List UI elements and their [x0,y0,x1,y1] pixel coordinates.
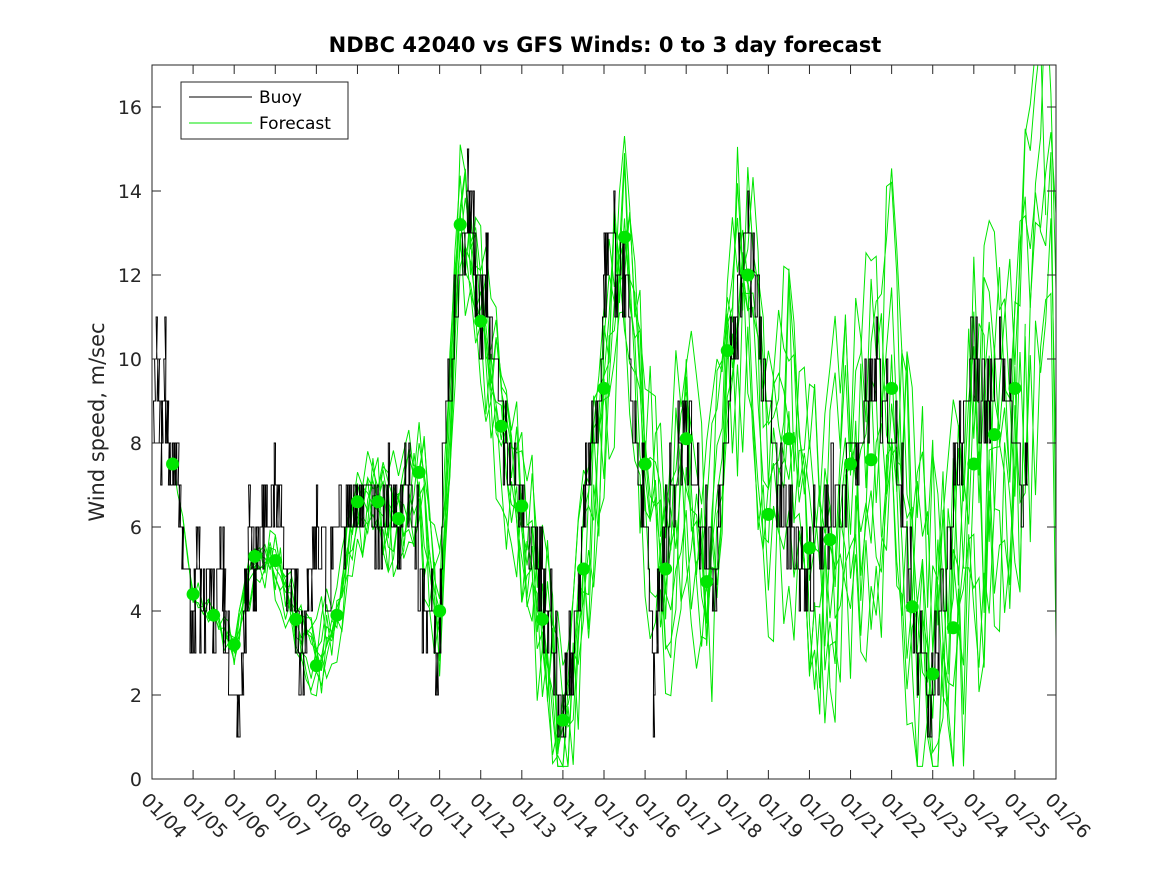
forecast-marker [494,419,508,433]
forecast-marker [823,533,837,547]
forecast-marker [248,549,262,563]
y-axis-label: Wind speed, m/sec [85,322,109,521]
forecast-marker [946,621,960,635]
x-tick-label: 01/07 [260,789,314,843]
x-tick-label: 01/15 [588,789,642,843]
buoy-line [152,148,1029,738]
forecast-line [172,135,1016,769]
buoy-series [152,148,1029,738]
forecast-marker [166,457,180,471]
forecast-marker [1008,381,1022,395]
forecast-marker [433,604,447,618]
forecast-marker [987,428,1001,442]
x-tick-label: 01/09 [342,789,396,843]
x-axis: 01/0401/0501/0601/0701/0801/0901/1001/11… [136,65,1095,843]
forecast-marker [864,453,878,467]
y-tick-label: 8 [130,433,142,455]
chart-title: NDBC 42040 vs GFS Winds: 0 to 3 day fore… [329,33,882,57]
forecast-marker [289,612,303,626]
forecast-marker [720,344,734,358]
forecast-line [202,65,1047,767]
forecast-marker [597,381,611,395]
x-tick-label: 01/20 [794,789,848,843]
x-tick-label: 01/11 [424,789,478,843]
x-tick-label: 01/04 [136,789,190,843]
forecast-marker [453,218,467,232]
forecast-markers [166,218,1022,727]
x-tick-label: 01/17 [671,789,725,843]
y-tick-label: 4 [130,601,142,623]
x-tick-label: 01/05 [178,789,232,843]
x-tick-label: 01/21 [835,789,889,843]
forecast-marker [618,230,632,244]
forecast-marker [268,554,282,568]
legend: Buoy Forecast [180,81,349,140]
y-tick-label: 16 [118,97,142,119]
forecast-marker [474,314,488,328]
forecast-marker [967,457,981,471]
forecast-marker [905,600,919,614]
x-tick-label: 01/23 [917,789,971,843]
forecast-marker [659,562,673,576]
y-tick-label: 10 [118,349,142,371]
forecast-marker [309,659,323,673]
x-tick-label: 01/14 [547,789,601,843]
legend-forecast-label: Forecast [259,114,331,134]
y-tick-label: 12 [118,265,142,287]
x-tick-label: 01/25 [999,789,1053,843]
y-tick-label: 2 [130,685,142,707]
y-tick-label: 14 [118,181,142,203]
legend-buoy-label: Buoy [259,88,302,108]
x-tick-label: 01/06 [219,789,273,843]
forecast-marker [350,495,364,509]
x-tick-label: 01/12 [465,789,519,843]
forecast-marker [700,575,714,589]
forecast-line [254,65,1056,755]
forecast-marker [885,381,899,395]
x-tick-label: 01/24 [958,789,1012,843]
forecast-marker [761,507,775,521]
x-tick-label: 01/16 [630,789,684,843]
x-tick-label: 01/13 [506,789,560,843]
forecast-marker [392,512,406,526]
forecast-marker [535,612,549,626]
forecast-marker [207,608,221,622]
forecast-marker [844,457,858,471]
forecast-marker [556,713,570,727]
x-tick-label: 01/22 [876,789,930,843]
forecast-marker [330,608,344,622]
forecast-marker [638,457,652,471]
forecast-marker [679,432,693,446]
forecast-marker [782,432,796,446]
forecast-marker [186,587,200,601]
y-tick-label: 6 [130,517,142,539]
y-tick-label: 0 [130,769,142,791]
forecast-marker [926,667,940,681]
forecast-marker [412,465,426,479]
forecast-marker [515,499,529,513]
x-tick-label: 01/08 [301,789,355,843]
legend-box [180,81,349,140]
x-tick-label: 01/19 [753,789,807,843]
forecast-marker [371,495,385,509]
forecast-marker [802,541,816,555]
forecast-marker [741,268,755,282]
x-tick-label: 01/10 [383,789,437,843]
forecast-marker [576,562,590,576]
x-tick-label: 01/18 [712,789,766,843]
x-tick-label: 01/26 [1040,789,1094,843]
forecast-marker [227,638,241,652]
y-axis: 0 2 4 6 8 10 12 14 16 [118,97,1056,791]
